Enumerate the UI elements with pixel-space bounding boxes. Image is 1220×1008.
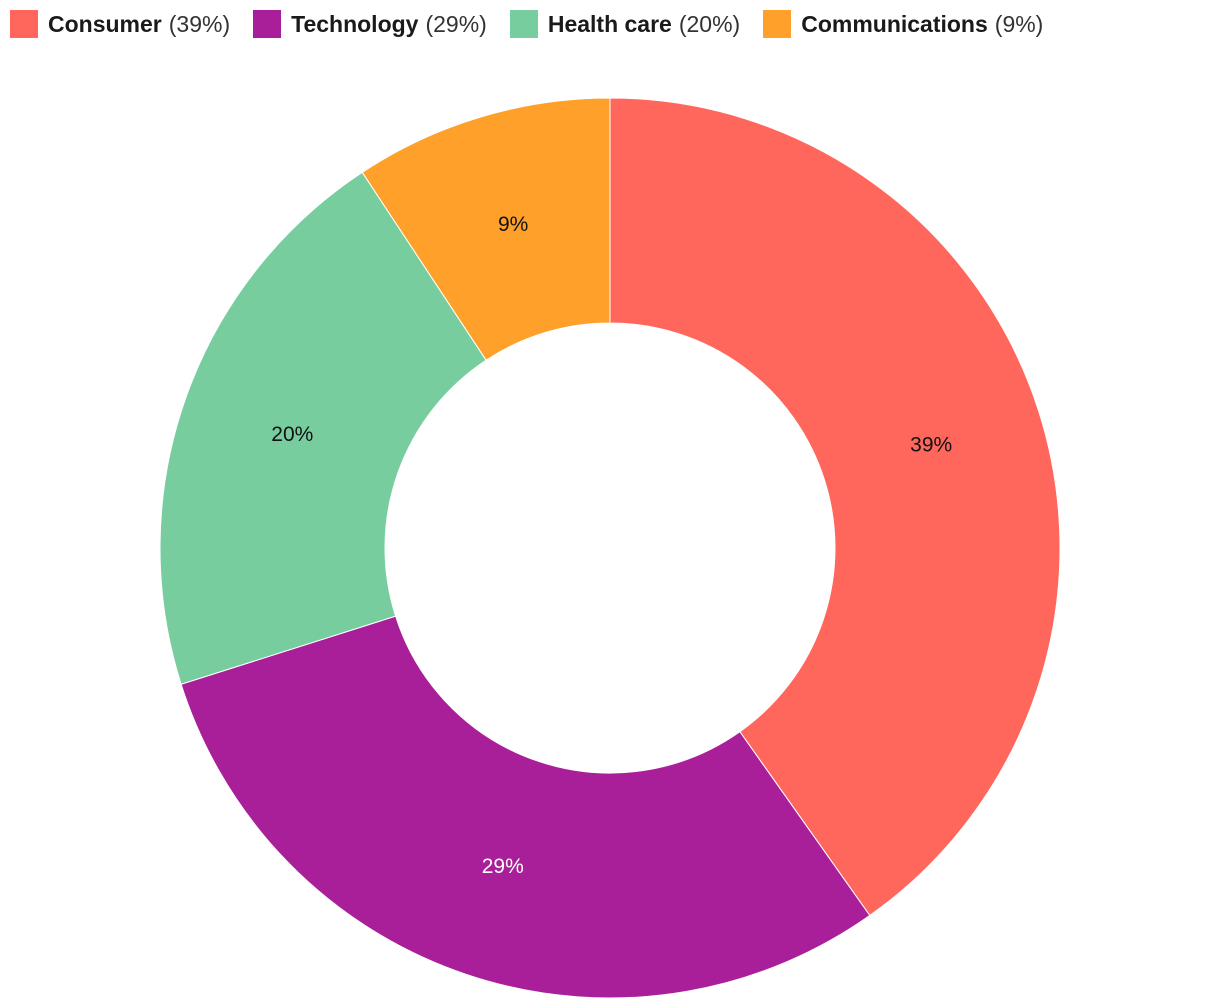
slice-label-technology: 29%: [482, 855, 524, 878]
legend-item-communications: Communications (9%): [763, 10, 1043, 38]
chart-legend: Consumer (39%) Technology (29%) Health c…: [10, 8, 1066, 40]
legend-label-technology: Technology: [291, 10, 419, 37]
legend-swatch-consumer: [10, 10, 38, 38]
legend-item-technology: Technology (29%): [253, 10, 487, 38]
slice-label-communications: 9%: [498, 213, 528, 236]
legend-swatch-communications: [763, 10, 792, 38]
slice-label-health-care: 20%: [271, 423, 313, 446]
slice-communications: [361, 97, 611, 361]
legend-swatch-health-care: [509, 10, 538, 38]
slice-label-consumer: 39%: [910, 433, 952, 456]
legend-percent-technology: (29%): [425, 10, 487, 37]
legend-item-health-care: Health care (20%): [509, 10, 741, 38]
legend-percent-health-care: (20%): [678, 10, 741, 37]
slice-health-care: [159, 171, 487, 685]
legend-label-communications: Communications: [801, 10, 988, 37]
legend-percent-communications: (9%): [994, 10, 1044, 37]
legend-item-consumer: Consumer (39%): [10, 10, 230, 38]
legend-percent-consumer: (39%): [168, 10, 231, 37]
legend-swatch-technology: [253, 10, 282, 38]
slice-consumer: [609, 97, 1061, 917]
legend-label-health-care: Health care: [547, 10, 672, 37]
legend-label-consumer: Consumer: [48, 10, 162, 37]
slice-technology: [180, 615, 871, 999]
